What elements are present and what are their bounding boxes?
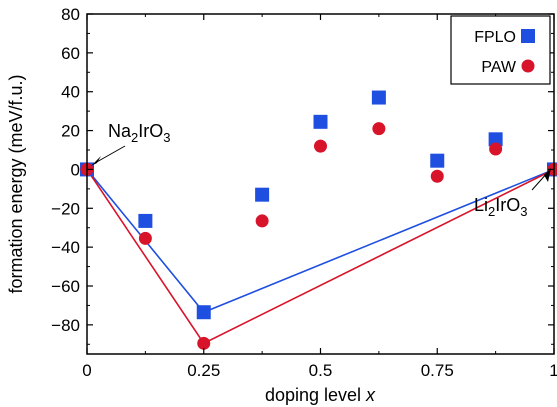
- point-fplo: [488, 132, 503, 147]
- y-tick-label: 60: [61, 44, 80, 63]
- point-paw: [430, 169, 444, 183]
- annotation-na2iro3-label: Na2IrO3: [108, 121, 170, 145]
- y-tick-label: −40: [51, 238, 80, 257]
- point-fplo: [371, 90, 386, 105]
- point-paw: [255, 214, 269, 228]
- point-paw: [197, 336, 211, 350]
- legend-box: [450, 15, 551, 85]
- data-points: [80, 90, 557, 350]
- y-tick-label: 0: [71, 160, 80, 179]
- x-tick-label: 0: [82, 361, 91, 380]
- arrowhead-icon: [91, 156, 101, 166]
- point-fplo: [430, 153, 445, 168]
- annotation-li2iro3: Li2IrO3: [474, 168, 551, 219]
- point-paw: [314, 139, 327, 153]
- point-fplo: [255, 187, 270, 202]
- y-tick-label: 20: [61, 122, 80, 141]
- y-tick-label: 80: [61, 5, 80, 24]
- x-axis-title-var: x: [365, 385, 376, 405]
- y-tick-label: 40: [61, 83, 80, 102]
- x-tick-label: 0.5: [309, 361, 333, 380]
- point-paw: [138, 231, 152, 245]
- legend-label-paw: PAW: [481, 59, 517, 76]
- x-tick-label: 0.75: [421, 361, 454, 380]
- point-fplo: [196, 305, 211, 320]
- legend: FPLO PAW: [450, 15, 551, 85]
- y-tick-label: −20: [51, 199, 80, 218]
- point-fplo: [313, 114, 328, 129]
- legend-marker-fplo: [521, 29, 535, 43]
- annotation-na2iro3: Na2IrO3: [91, 121, 170, 166]
- hull-line-fplo: [87, 168, 554, 314]
- y-tick-label: −60: [51, 277, 80, 296]
- legend-marker-paw: [521, 59, 535, 73]
- arrowhead-icon: [544, 168, 551, 182]
- axis-ticks: 0 0.25 0.5 0.75 1 −80 −60 −40 −20 0 20 40 60 80: [51, 5, 557, 380]
- annotation-na2iro3-arrow: [94, 145, 126, 164]
- annotation-li2iro3-label: Li2IrO3: [474, 195, 527, 219]
- point-paw: [489, 142, 503, 156]
- legend-label-fplo: FPLO: [474, 29, 516, 46]
- point-fplo: [138, 213, 153, 228]
- x-tick-label: 1: [549, 361, 557, 380]
- y-tick-label: −80: [51, 316, 80, 335]
- x-axis-title-text: doping level: [265, 385, 361, 405]
- x-axis-title: doping level x: [265, 385, 376, 405]
- y-axis-title: formation energy (meV/f.u.): [6, 74, 26, 293]
- point-paw: [372, 122, 386, 136]
- x-tick-label: 0.25: [187, 361, 220, 380]
